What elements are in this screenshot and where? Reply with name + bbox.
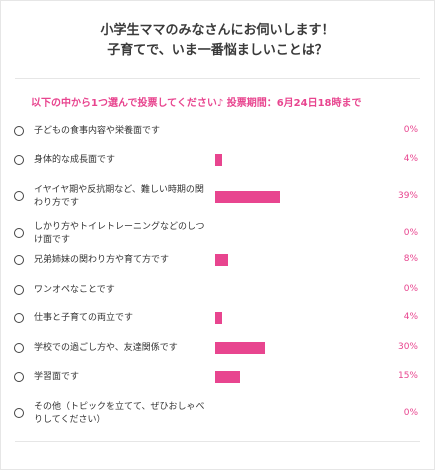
divider-top	[15, 78, 420, 79]
poll-option[interactable]: イヤイヤ期や反抗期など、難しい時期の関わり方です 39%	[1, 178, 434, 208]
radio-button[interactable]	[14, 125, 24, 136]
poll-option[interactable]: 子どもの食事内容や栄養面です 0%	[1, 119, 434, 147]
radio-button[interactable]	[14, 342, 24, 353]
radio-button[interactable]	[14, 154, 24, 165]
radio-button[interactable]	[14, 254, 24, 265]
poll-title-line2: 子育てで、いま一番悩ましいことは？	[107, 43, 328, 58]
result-bar	[215, 190, 280, 203]
result-percent: 0%	[403, 284, 418, 295]
result-percent: 0%	[403, 125, 418, 136]
radio-button[interactable]	[14, 191, 24, 201]
result-percent: 8%	[403, 254, 418, 265]
result-bar	[215, 312, 222, 325]
poll-option[interactable]: 兄弟姉妹の関わり方や育て方です 8%	[1, 248, 434, 276]
result-bar	[215, 154, 222, 167]
result-percent: 0%	[403, 407, 418, 418]
result-percent: 4%	[403, 154, 418, 165]
poll-option[interactable]: 学習面です 15%	[1, 365, 434, 393]
option-label: 仕事と子育ての両立です	[34, 313, 134, 323]
option-label: 子どもの食事内容や栄養面です	[34, 126, 161, 136]
radio-button[interactable]	[14, 408, 24, 418]
result-percent: 39%	[397, 190, 418, 201]
option-label: 学校での過ごし方や、友達関係です	[34, 343, 178, 353]
result-bar	[215, 371, 240, 384]
poll-option[interactable]: しかり方やトイレトレーニングなどのしつけ面です 0%	[1, 215, 434, 245]
option-label: 兄弟姉妹の関わり方や育て方です	[34, 255, 170, 265]
poll-instruction: 以下の中から1つ選んで投票してください♪ 投票期間：6月24日18時まで	[31, 98, 362, 109]
poll-option[interactable]: その他（トピックを立てて、ぜひおしゃべりしてください） 0%	[1, 395, 434, 425]
poll-option[interactable]: 身体的な成長面です 4%	[1, 148, 434, 176]
result-percent: 30%	[397, 342, 418, 353]
result-percent: 15%	[397, 371, 418, 382]
option-label: ワンオペなことです	[34, 285, 115, 295]
result-bar	[215, 342, 265, 355]
poll-option[interactable]: ワンオペなことです 0%	[1, 278, 434, 306]
option-label: その他（トピックを立てて、ぜひおしゃべりしてください）	[34, 402, 205, 425]
poll-title-line1: 小学生ママのみなさんにお伺いします！	[100, 23, 335, 38]
radio-button[interactable]	[14, 284, 24, 295]
divider-bottom	[15, 441, 420, 442]
result-bar	[215, 254, 228, 267]
option-label: しかり方やトイレトレーニングなどのしつけ面です	[34, 222, 205, 245]
result-percent: 4%	[403, 312, 418, 323]
radio-button[interactable]	[14, 312, 24, 323]
radio-button[interactable]	[14, 228, 24, 238]
option-label: 学習面です	[34, 372, 80, 382]
option-label: イヤイヤ期や反抗期など、難しい時期の関わり方です	[34, 185, 204, 208]
radio-button[interactable]	[14, 371, 24, 382]
poll-option[interactable]: 学校での過ごし方や、友達関係です 30%	[1, 336, 434, 364]
option-label: 身体的な成長面です	[34, 155, 116, 165]
poll-title: 小学生ママのみなさんにお伺いします！ 子育てで、いま一番悩ましいことは？	[1, 21, 434, 61]
poll-option[interactable]: 仕事と子育ての両立です 4%	[1, 306, 434, 334]
result-percent: 0%	[403, 227, 418, 238]
